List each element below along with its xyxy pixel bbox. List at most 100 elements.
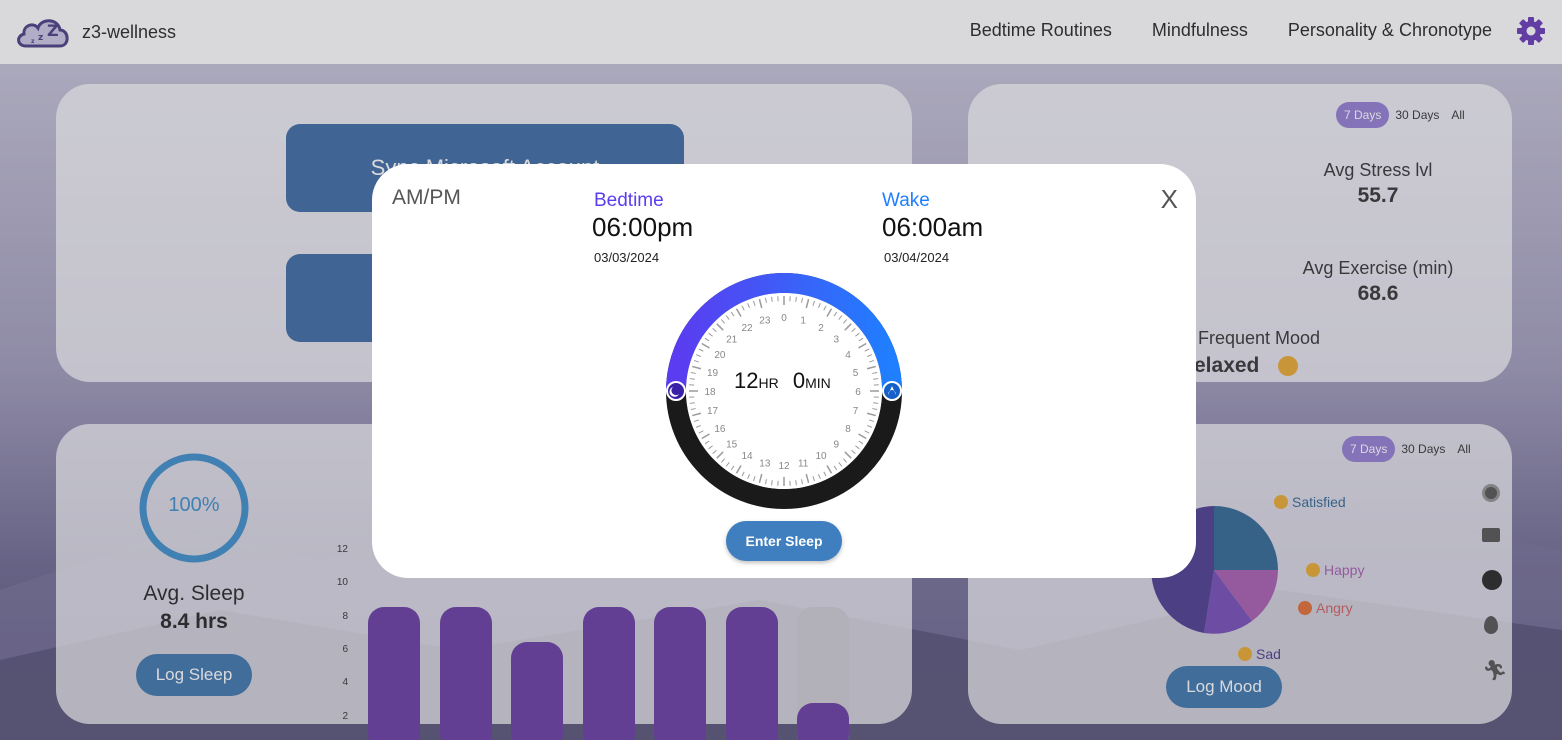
sleep-bar[interactable] xyxy=(439,606,492,740)
mood-label-angry: Angry xyxy=(1298,600,1353,616)
clock-tick xyxy=(823,471,827,477)
satisfied-emoji-icon xyxy=(1274,495,1288,509)
clock-tick xyxy=(838,462,843,467)
mood-label-sad-text: Sad xyxy=(1256,646,1281,662)
mood-range-all[interactable]: All xyxy=(1457,442,1471,456)
wake-date[interactable]: 03/04/2024 xyxy=(884,250,950,265)
sleep-bar[interactable] xyxy=(368,606,420,740)
wake-handle-icon[interactable] xyxy=(882,381,902,401)
stress-icon[interactable] xyxy=(1482,484,1500,502)
stats-range-30-days[interactable]: 30 Days xyxy=(1395,108,1440,122)
nav-bedtime-routines[interactable]: Bedtime Routines xyxy=(969,20,1112,40)
clock-tick xyxy=(764,297,767,303)
stress-label: Avg Stress lvl xyxy=(1323,160,1433,180)
mood-label-satisfied-text: Satisfied xyxy=(1292,494,1346,510)
clock-tick xyxy=(730,311,735,317)
app-title[interactable]: z3-wellness xyxy=(82,22,177,42)
clock-tick xyxy=(858,440,864,445)
clock-tick xyxy=(690,371,696,374)
nav-personality-chronotype[interactable]: Personality & Chronotype xyxy=(1287,20,1492,40)
water-drop-icon[interactable] xyxy=(1484,616,1498,634)
log-sleep-button[interactable]: Log Sleep xyxy=(136,654,252,696)
clock-tick xyxy=(844,451,852,459)
duration-hours: 12 xyxy=(734,368,759,393)
coffee-icon[interactable] xyxy=(1482,528,1500,542)
clock-tick xyxy=(866,354,872,358)
sleep-bar[interactable] xyxy=(582,606,635,740)
mood-range-30-days[interactable]: 30 Days xyxy=(1401,442,1446,456)
clock-tick xyxy=(693,419,699,423)
svg-text:Z: Z xyxy=(47,21,59,40)
clock-hour-label: 11 xyxy=(798,458,809,469)
clock-tick xyxy=(698,348,704,352)
clock-tick xyxy=(698,430,704,434)
enter-sleep-button[interactable]: Enter Sleep xyxy=(726,521,842,561)
app-header: Z z z z3-wellness Bedtime Routines Mindf… xyxy=(0,0,1562,64)
clock-tick xyxy=(805,473,810,483)
exercise-value: 68.6 xyxy=(1357,282,1399,305)
mood-range-7-days[interactable]: 7 Days xyxy=(1342,436,1396,462)
clock-tick xyxy=(708,332,713,337)
avg-sleep-value: 8.4 hrs xyxy=(160,610,228,633)
clock-hour-label: 10 xyxy=(815,451,827,462)
clock-tick xyxy=(758,473,763,483)
mood-label-sad: Sad xyxy=(1238,646,1281,662)
clock-tick xyxy=(873,402,879,404)
clock-tick xyxy=(735,308,742,317)
mood-label-happy-text: Happy xyxy=(1324,562,1365,578)
clock-hour-label: 20 xyxy=(714,350,726,361)
clock-hour-label: 21 xyxy=(726,335,738,346)
relaxed-emoji-icon xyxy=(1278,356,1298,376)
pie-slice-happy[interactable] xyxy=(1214,570,1278,621)
gear-icon[interactable] xyxy=(1516,16,1546,46)
clock-tick xyxy=(817,303,821,309)
stats-range-all[interactable]: All xyxy=(1451,108,1465,122)
clock-tick xyxy=(795,480,797,486)
pie-slice-angry[interactable] xyxy=(1204,570,1252,634)
clock-hour-label: 4 xyxy=(845,350,851,361)
mood-label-satisfied: Satisfied xyxy=(1274,494,1346,510)
nav-mindfulness[interactable]: Mindfulness xyxy=(1151,20,1248,40)
clock-hour-label: 14 xyxy=(741,451,753,462)
clock-tick xyxy=(704,337,710,342)
clock-tick xyxy=(771,296,773,302)
mood-smile-icon[interactable] xyxy=(1482,570,1502,590)
clock-tick xyxy=(838,315,843,320)
ampm-toggle[interactable]: AM/PM xyxy=(392,186,461,209)
clock-tick xyxy=(716,323,724,331)
stats-range-toggle: 7 Days 30 Days All xyxy=(1336,102,1465,128)
clock-tick xyxy=(801,479,804,485)
sleep-bar[interactable] xyxy=(725,606,778,740)
avg-sleep-label: Avg. Sleep xyxy=(143,582,245,605)
clock-tick xyxy=(720,458,726,463)
happy-emoji-icon xyxy=(1306,563,1320,577)
sleep-bar[interactable] xyxy=(797,703,849,740)
sleep-arc[interactable] xyxy=(666,273,902,392)
clock-tick xyxy=(864,348,870,352)
clock-tick xyxy=(725,462,730,467)
duration-minutes: 0 xyxy=(792,368,806,393)
clock-hour-label: 6 xyxy=(855,387,861,398)
clock-tick xyxy=(866,424,872,428)
moon-icon xyxy=(669,387,679,397)
clock-tick xyxy=(692,365,702,370)
clock-tick xyxy=(704,440,710,445)
bedtime-date[interactable]: 03/03/2024 xyxy=(594,250,660,265)
pie-slice-satisfied[interactable] xyxy=(1214,506,1278,570)
clock-tick xyxy=(741,305,745,311)
exercise-label: Avg Exercise (min) xyxy=(1302,258,1454,278)
clock-hour-label: 15 xyxy=(726,439,738,450)
sleep-bar[interactable] xyxy=(654,606,706,740)
log-mood-button[interactable]: Log Mood xyxy=(1166,666,1282,708)
clock-tick xyxy=(712,327,717,333)
clock-hour-label: 1 xyxy=(800,316,806,327)
cloud-logo-icon[interactable]: Z z z xyxy=(14,10,72,52)
clock-tick xyxy=(741,471,745,477)
wake-time: 06:00am xyxy=(882,212,984,242)
running-icon[interactable]: 🏃︎ xyxy=(1482,658,1508,682)
sleep-bar[interactable] xyxy=(511,641,563,740)
close-icon[interactable]: X xyxy=(1160,184,1178,214)
stats-range-7-days[interactable]: 7 Days xyxy=(1336,102,1390,128)
clock-tick xyxy=(725,315,730,320)
